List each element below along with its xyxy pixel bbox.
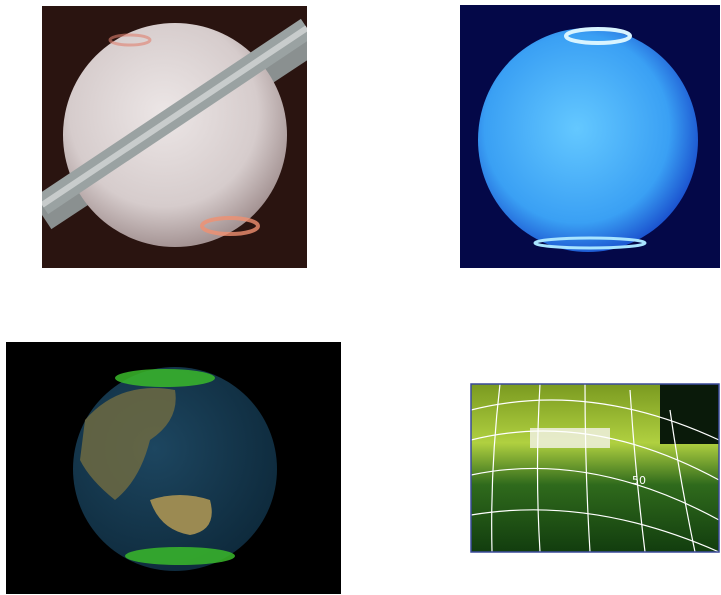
- uranus-image: [460, 5, 720, 268]
- saturn-image: [42, 6, 307, 268]
- earth-image: [6, 342, 341, 594]
- aurora-map-image: 50: [471, 384, 719, 552]
- grid-label: 50: [632, 474, 646, 487]
- map-border: [470, 383, 720, 553]
